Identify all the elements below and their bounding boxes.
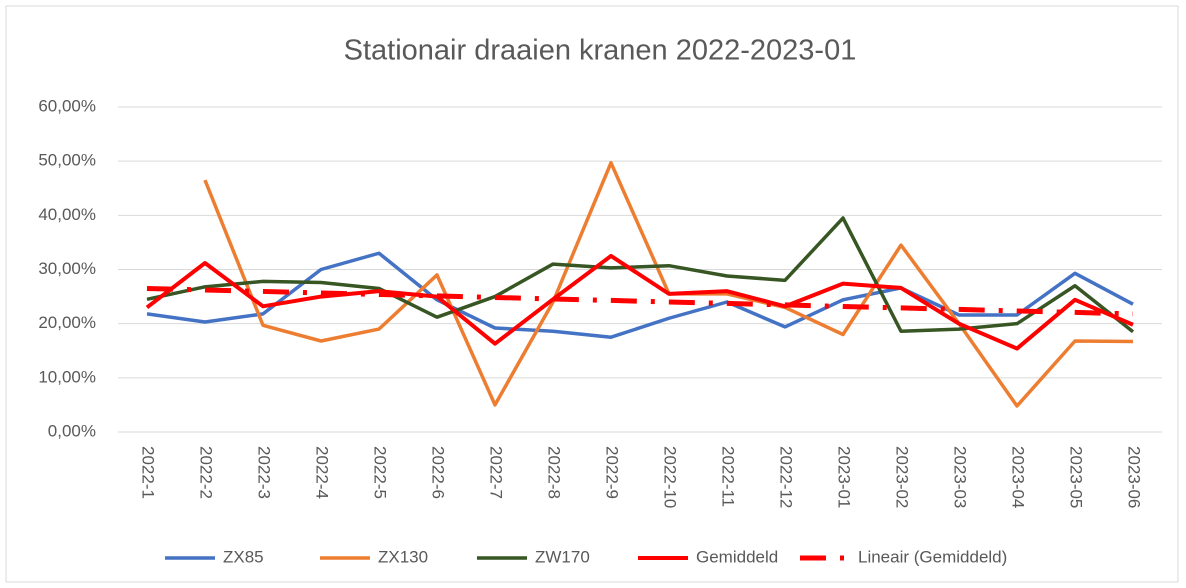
chart-border xyxy=(5,5,1179,583)
x-tick-label: 2022-6 xyxy=(429,446,448,499)
series-line xyxy=(146,285,1134,317)
legend-label: ZX85 xyxy=(223,547,264,566)
legend-label: Lineair (Gemiddeld) xyxy=(858,547,1007,566)
x-tick-label: 2022-3 xyxy=(255,446,274,499)
x-tick-label: 2022-2 xyxy=(197,446,216,499)
x-tick-label: 2022-4 xyxy=(313,446,332,499)
x-tick-label: 2023-06 xyxy=(1125,446,1144,508)
x-tick-label: 2022-10 xyxy=(661,446,680,508)
legend-label: ZX130 xyxy=(378,547,428,566)
x-tick-label: 2023-02 xyxy=(893,446,912,508)
y-tick-label: 40,00% xyxy=(38,205,96,224)
x-tick-label: 2022-11 xyxy=(719,446,738,507)
y-tick-label: 50,00% xyxy=(38,151,96,170)
x-tick-label: 2022-9 xyxy=(603,446,622,499)
legend-label: ZW170 xyxy=(535,547,590,566)
y-tick-label: 30,00% xyxy=(38,259,96,278)
legend-label: Gemiddeld xyxy=(696,547,778,566)
y-tick-label: 60,00% xyxy=(38,96,96,115)
x-tick-label: 2023-05 xyxy=(1067,446,1086,508)
y-tick-label: 0,00% xyxy=(48,421,96,440)
chart-title: Stationair draaien kranen 2022-2023-01 xyxy=(344,35,857,67)
x-tick-label: 2022-7 xyxy=(487,446,506,499)
y-tick-label: 10,00% xyxy=(38,367,96,386)
x-tick-label: 2022-12 xyxy=(777,446,796,508)
x-tick-label: 2022-5 xyxy=(371,446,390,499)
x-tick-label: 2023-01 xyxy=(835,446,854,508)
series-line xyxy=(146,251,1134,339)
y-tick-label: 20,00% xyxy=(38,313,96,332)
x-tick-label: 2022-8 xyxy=(545,446,564,499)
x-tick-label: 2023-04 xyxy=(1009,446,1028,508)
series-line xyxy=(145,253,1134,351)
x-tick-label: 2023-03 xyxy=(951,446,970,508)
x-tick-label: 2022-1 xyxy=(139,446,158,499)
